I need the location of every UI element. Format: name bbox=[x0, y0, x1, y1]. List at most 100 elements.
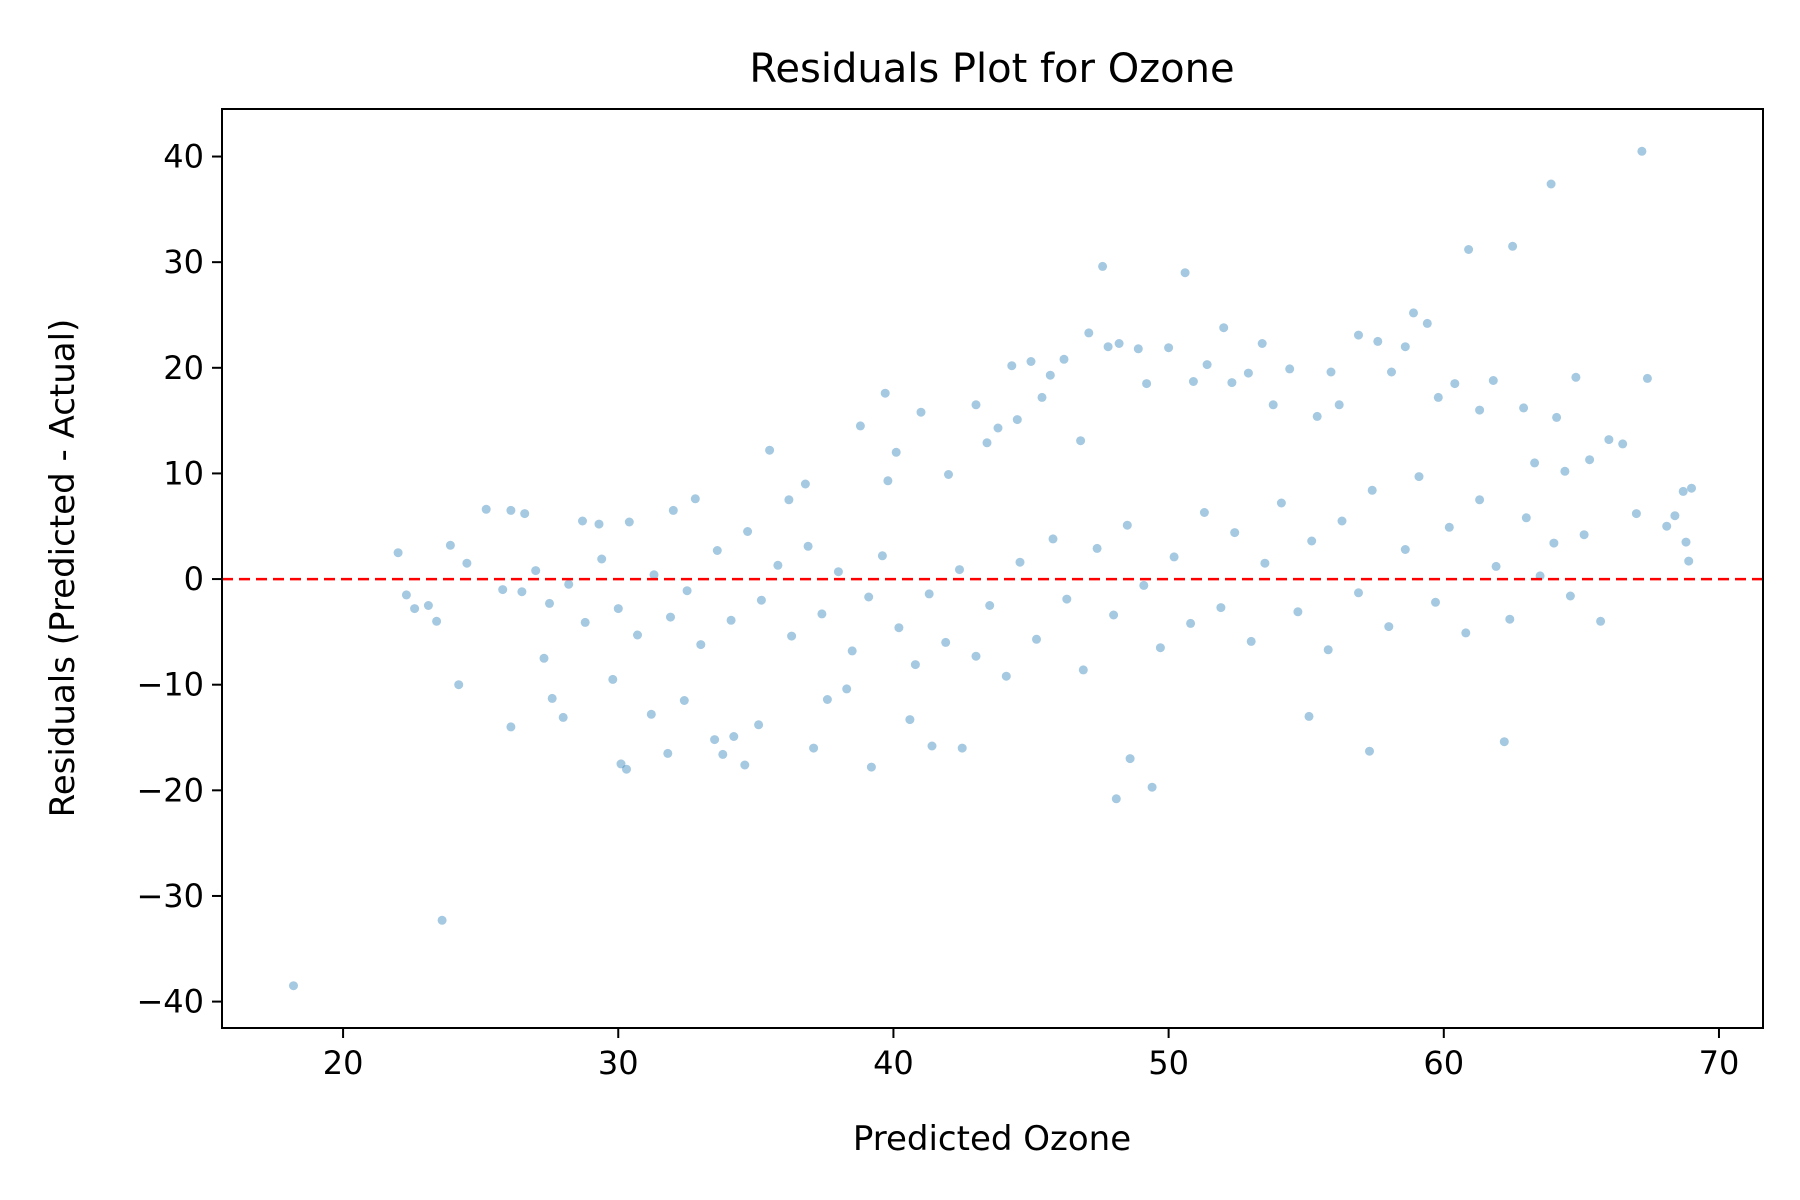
data-point bbox=[1268, 400, 1278, 410]
data-point bbox=[1400, 545, 1410, 554]
data-point bbox=[646, 709, 656, 719]
data-point bbox=[547, 693, 557, 703]
data-point bbox=[842, 684, 852, 694]
data-point bbox=[1125, 754, 1135, 764]
data-point bbox=[1354, 588, 1363, 598]
data-point bbox=[894, 623, 904, 633]
data-point bbox=[1384, 622, 1394, 632]
y-tick-label: −20 bbox=[136, 771, 204, 809]
data-point bbox=[910, 660, 920, 670]
data-point bbox=[462, 558, 472, 568]
data-point bbox=[1400, 342, 1410, 352]
data-point bbox=[729, 732, 739, 741]
data-point bbox=[393, 548, 403, 558]
data-point bbox=[1084, 328, 1094, 338]
y-tick-label: 40 bbox=[163, 138, 204, 176]
y-axis-title: Residuals (Predicted - Actual) bbox=[43, 319, 83, 818]
y-tick-label: −10 bbox=[136, 666, 204, 704]
data-point bbox=[608, 674, 618, 684]
data-point bbox=[993, 423, 1003, 433]
scatter-points bbox=[289, 146, 1696, 991]
data-point bbox=[1122, 520, 1132, 530]
data-point bbox=[666, 612, 675, 622]
data-point bbox=[668, 505, 678, 515]
data-point bbox=[289, 981, 298, 991]
data-point bbox=[1037, 392, 1047, 402]
data-point bbox=[1585, 455, 1595, 465]
data-point bbox=[1414, 472, 1424, 482]
data-point bbox=[445, 540, 455, 550]
data-point bbox=[616, 759, 626, 769]
data-point bbox=[633, 630, 642, 640]
data-point bbox=[1604, 435, 1614, 445]
data-point bbox=[1354, 330, 1363, 340]
data-point bbox=[506, 722, 516, 732]
x-axis-title: Predicted Ozone bbox=[853, 1119, 1131, 1159]
data-point bbox=[517, 587, 527, 597]
data-point bbox=[864, 592, 874, 602]
data-point bbox=[1246, 636, 1256, 646]
data-point bbox=[1227, 378, 1237, 388]
data-point bbox=[679, 696, 689, 705]
data-point bbox=[787, 631, 797, 641]
data-point bbox=[784, 495, 794, 505]
data-point bbox=[1571, 372, 1581, 382]
data-point bbox=[564, 579, 574, 589]
data-point bbox=[558, 712, 568, 722]
data-point bbox=[1433, 392, 1443, 402]
data-point bbox=[1642, 373, 1652, 383]
y-tick-label: −40 bbox=[136, 983, 204, 1021]
data-point bbox=[754, 720, 764, 730]
data-point bbox=[1508, 241, 1518, 251]
data-point bbox=[927, 741, 937, 751]
x-tick-label: 60 bbox=[1423, 1044, 1464, 1082]
data-point bbox=[891, 447, 901, 457]
data-point bbox=[1681, 537, 1691, 547]
data-point bbox=[1026, 357, 1036, 366]
data-point bbox=[401, 590, 411, 600]
data-point bbox=[1111, 794, 1121, 804]
data-point bbox=[1078, 665, 1088, 675]
data-point bbox=[545, 598, 554, 608]
data-point bbox=[1519, 403, 1529, 413]
data-point bbox=[877, 551, 887, 561]
x-tick-label: 50 bbox=[1148, 1044, 1189, 1082]
data-point bbox=[663, 748, 673, 758]
data-point bbox=[726, 615, 736, 625]
data-point bbox=[1202, 360, 1212, 370]
data-point bbox=[957, 743, 967, 753]
data-point bbox=[971, 400, 981, 410]
data-point bbox=[410, 604, 420, 614]
data-point bbox=[622, 764, 631, 774]
data-point bbox=[1260, 558, 1270, 568]
data-point bbox=[1475, 405, 1485, 415]
data-point bbox=[803, 541, 813, 551]
data-point bbox=[1114, 339, 1124, 348]
data-point bbox=[1147, 782, 1157, 792]
data-point bbox=[817, 609, 827, 619]
data-point bbox=[1180, 268, 1190, 278]
data-point bbox=[1521, 513, 1531, 523]
data-point bbox=[1109, 610, 1119, 620]
data-point bbox=[1219, 323, 1229, 333]
data-point bbox=[1491, 561, 1501, 571]
data-point bbox=[1307, 536, 1317, 546]
data-point bbox=[1285, 364, 1295, 374]
data-point bbox=[1230, 528, 1240, 538]
data-point bbox=[1549, 538, 1559, 548]
data-point bbox=[1618, 439, 1628, 449]
data-point bbox=[1461, 628, 1471, 638]
data-point bbox=[1007, 361, 1017, 371]
data-point bbox=[1243, 368, 1253, 378]
data-point bbox=[1488, 376, 1498, 385]
data-point bbox=[905, 715, 915, 725]
data-point bbox=[1012, 415, 1022, 425]
data-point bbox=[944, 470, 953, 479]
data-point bbox=[690, 494, 700, 504]
data-point bbox=[1048, 534, 1058, 544]
y-axis: −40 −30 −20 −10 0 10 20 30 40 bbox=[136, 138, 222, 1021]
data-point bbox=[880, 388, 890, 398]
data-point bbox=[1409, 308, 1418, 318]
data-point bbox=[1684, 556, 1694, 566]
